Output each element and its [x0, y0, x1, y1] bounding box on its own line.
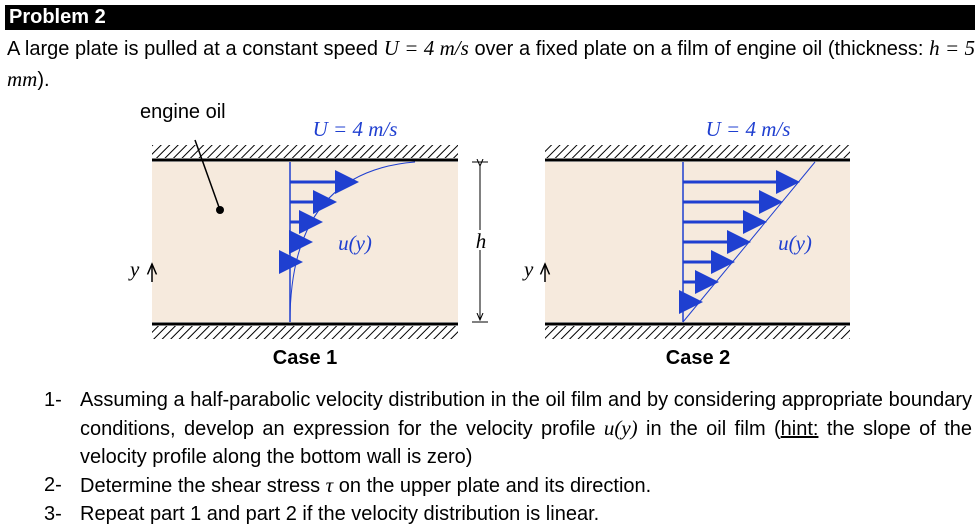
intro-text: ). [37, 69, 50, 91]
question-text: Repeat part 1 and part 2 if the velocity… [80, 503, 600, 525]
case-2-diagram [545, 145, 850, 339]
question-text: Assuming a half-parabolic velocity distr… [80, 386, 972, 471]
profile-label: u(y) [778, 231, 812, 255]
case-label: Case 1 [273, 347, 338, 369]
case-label: Case 2 [666, 347, 731, 369]
speed-label: U = 4 m/s [313, 117, 398, 141]
question-number: 1- [44, 389, 62, 411]
question-list: 1- Assuming a half-parabolic velocity di… [44, 386, 972, 528]
math: U = 4 m/s [383, 36, 469, 60]
intro-text: over a fixed plate on a film of engine o… [474, 38, 924, 60]
question: 1- Assuming a half-parabolic velocity di… [44, 386, 972, 471]
y-axis-label: y [128, 257, 140, 281]
y-axis-label: y [522, 257, 534, 281]
question-number: 3- [44, 503, 62, 525]
text: the slope of the velocity profile along … [80, 418, 973, 468]
math: τ [325, 473, 334, 497]
question: 3- Repeat part 1 and part 2 if the veloc… [44, 500, 972, 528]
math: h = 5 mm [7, 36, 975, 91]
question: 2- Determine the shear stress τ on the u… [44, 471, 972, 500]
hint: hint: [780, 418, 819, 440]
question-text: Determine the shear stress τ on the uppe… [80, 471, 972, 500]
profile-label: u(y) [338, 231, 372, 255]
intro: A large plate is pulled at a constant sp… [7, 33, 975, 95]
text: Determine the shear stress [80, 475, 321, 497]
header-title: Problem 2 [5, 5, 975, 30]
question-number: 2- [44, 474, 62, 496]
speed-label: U = 4 m/s [706, 117, 791, 141]
intro-text: A large plate is pulled at a constant sp… [7, 38, 379, 60]
text: Assuming a half-parabolic velocity distr… [80, 389, 972, 440]
figure: engine oil U = 4 m/s u(y) y Case 1 h U =… [128, 101, 850, 369]
text: on the upper plate and its direction. [338, 475, 652, 497]
oil-label: engine oil [140, 101, 226, 123]
text: in the oil film ( [646, 418, 781, 440]
gap-label: h [476, 229, 487, 253]
case-1-diagram [152, 139, 458, 339]
math: u(y) [603, 416, 638, 440]
